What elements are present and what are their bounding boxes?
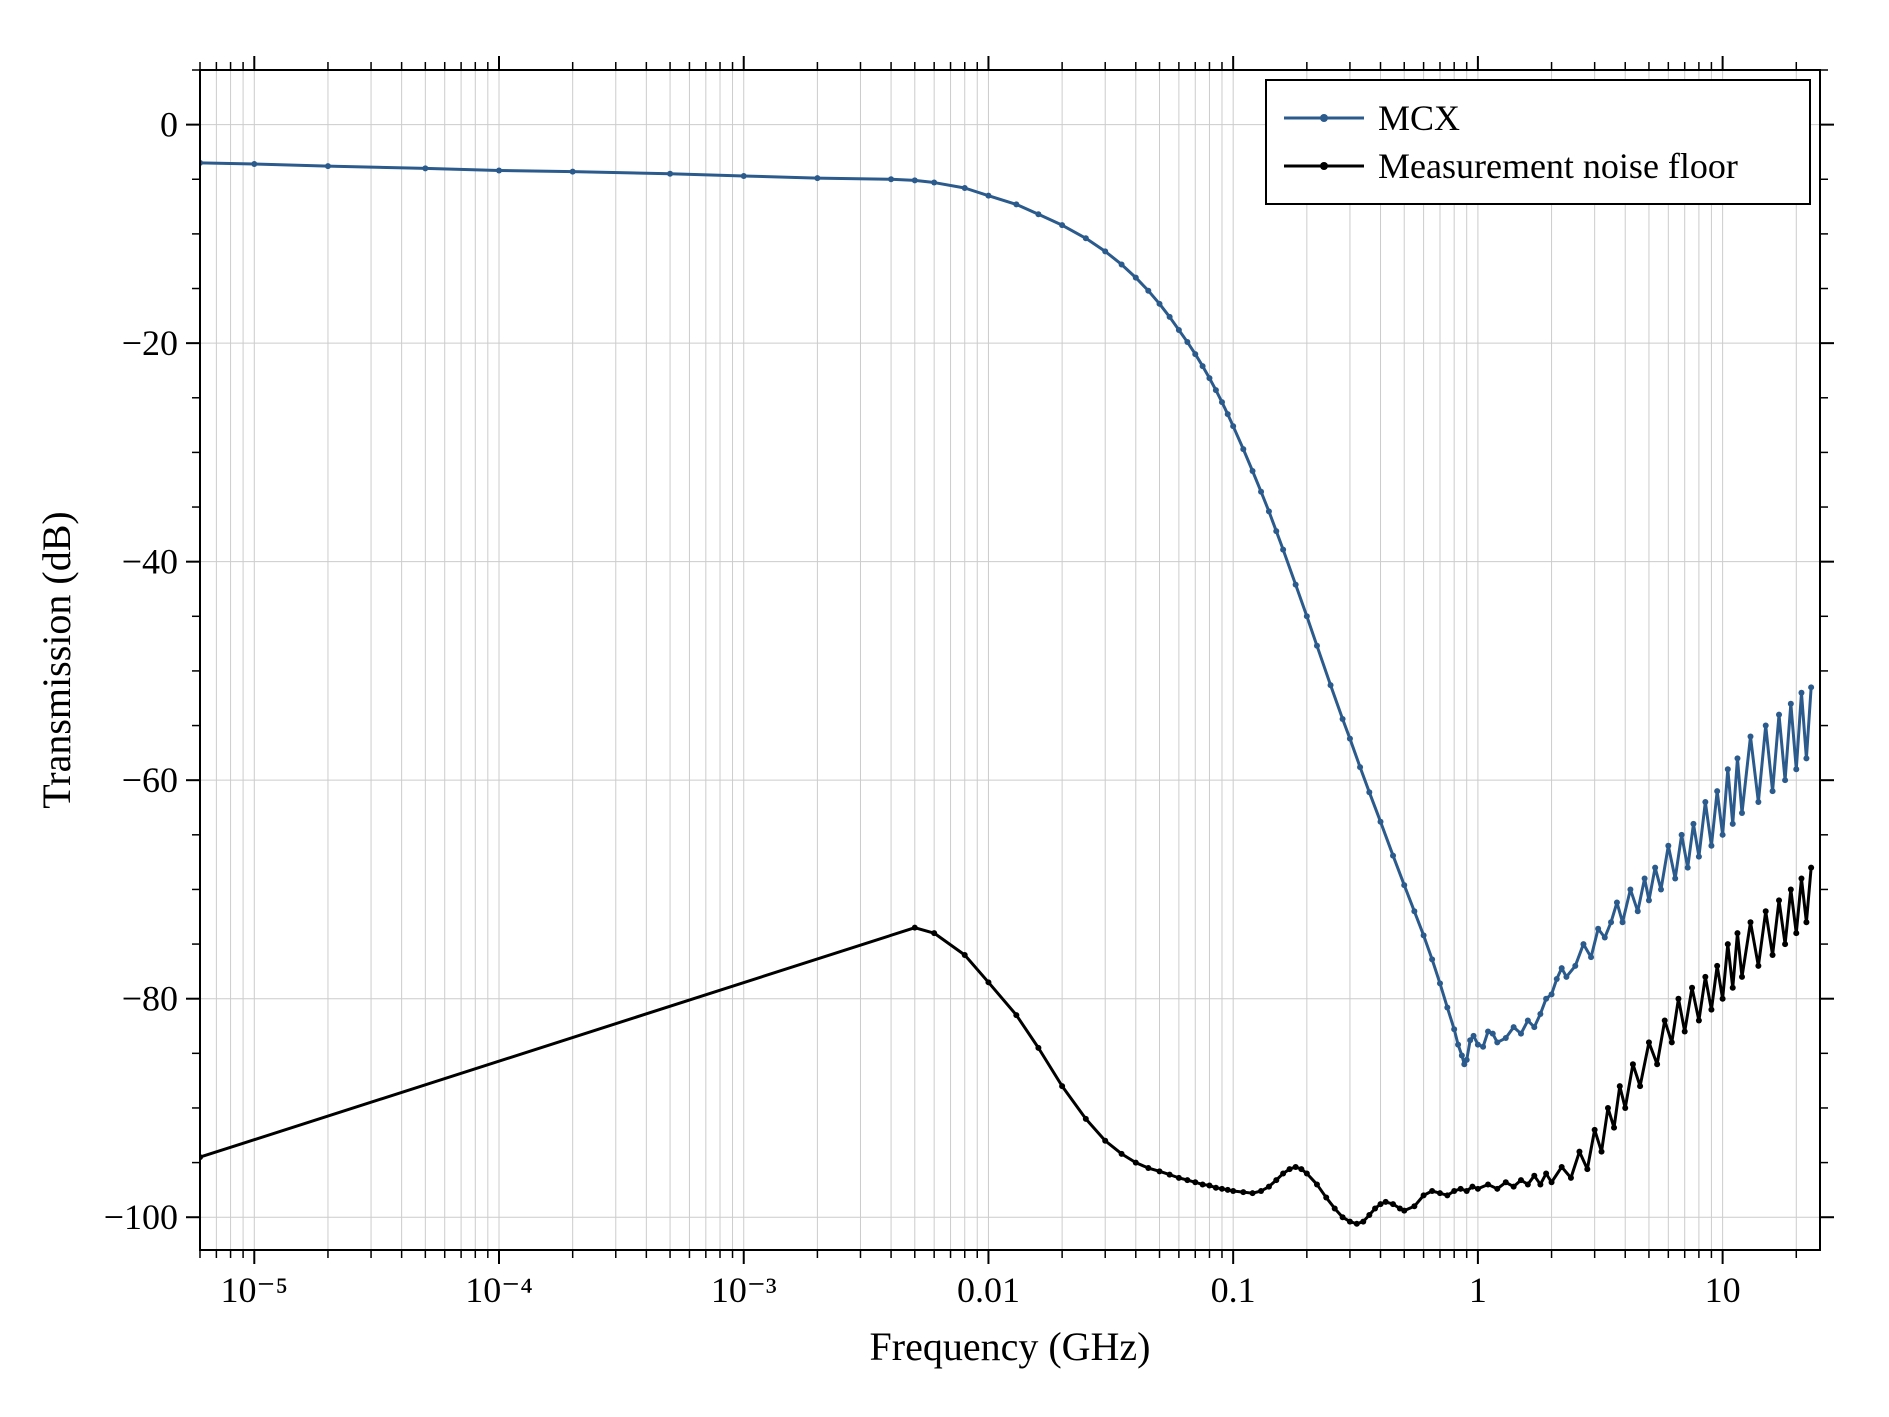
x-tick-label: 0.01 <box>957 1270 1020 1310</box>
y-tick-label: −60 <box>122 760 178 800</box>
x-tick-label: 0.1 <box>1211 1270 1256 1310</box>
y-axis-label: Transmission (dB) <box>34 511 79 808</box>
y-tick-label: −80 <box>122 979 178 1019</box>
chart-svg: 10⁻⁵ 10⁻⁴ 10⁻³ 0.01 0.1 1 10 Frequency (GHz) −10… <box>0 0 1889 1417</box>
legend: MCX Measurement noise floor <box>1266 80 1810 204</box>
legend-entry-1: Measurement noise floor <box>1378 146 1738 186</box>
x-tick-label: 10⁻⁵ <box>221 1270 289 1310</box>
x-axis-label: Frequency (GHz) <box>870 1324 1151 1369</box>
legend-entry-0: MCX <box>1378 98 1460 138</box>
y-tick-label: −20 <box>122 323 178 363</box>
x-tick-label: 10 <box>1705 1270 1741 1310</box>
x-tick-label: 10⁻⁴ <box>465 1270 533 1310</box>
y-tick-label: 0 <box>160 105 178 145</box>
x-tick-label: 10⁻³ <box>711 1270 777 1310</box>
x-tick-label: 1 <box>1469 1270 1487 1310</box>
y-tick-label: −100 <box>104 1197 178 1237</box>
y-tick-label: −40 <box>122 542 178 582</box>
transmission-chart: 10⁻⁵ 10⁻⁴ 10⁻³ 0.01 0.1 1 10 Frequency (GHz) −10… <box>0 0 1889 1417</box>
